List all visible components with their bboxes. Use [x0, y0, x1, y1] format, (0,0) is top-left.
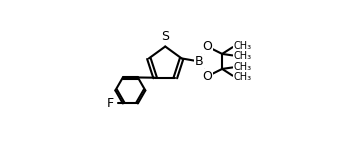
Text: CH₃: CH₃	[234, 62, 252, 72]
Text: F: F	[107, 97, 114, 110]
Text: CH₃: CH₃	[234, 51, 252, 61]
Text: B: B	[195, 55, 203, 68]
Text: O: O	[202, 40, 212, 53]
Text: CH₃: CH₃	[234, 41, 252, 51]
Text: CH₃: CH₃	[234, 72, 252, 82]
Text: S: S	[161, 30, 169, 44]
Text: O: O	[202, 70, 212, 83]
